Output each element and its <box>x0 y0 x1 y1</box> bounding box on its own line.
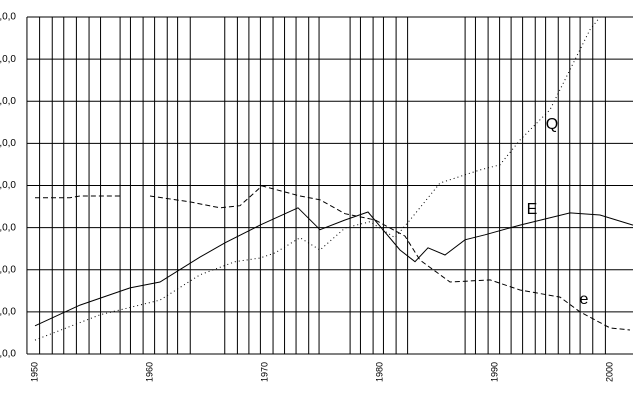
series-line <box>34 207 634 327</box>
series-label: Q <box>546 116 558 133</box>
y-tick-label: ,0,0 <box>0 96 16 107</box>
y-tick-label: ,0,0 <box>0 138 16 149</box>
x-tick-label: 1950 <box>29 362 39 382</box>
y-tick-label: ,0,0 <box>0 12 16 23</box>
x-tick-label: 1980 <box>374 362 384 382</box>
x-tick-label: 1960 <box>144 362 154 382</box>
series-label: e <box>580 291 589 308</box>
y-tick-label: ,0,0 <box>0 54 16 65</box>
series-label: E <box>527 201 538 218</box>
y-tick-label: ,0,0 <box>0 264 16 275</box>
x-tick-label: 1990 <box>489 362 499 382</box>
series-line <box>35 185 631 331</box>
x-tick-label: 2000 <box>604 362 614 382</box>
y-tick-label: ,0,0 <box>0 307 16 318</box>
x-tick-label: 1970 <box>259 362 269 382</box>
y-tick-label: ,0,0 <box>0 180 16 191</box>
y-tick-label: ,0,0 <box>0 349 16 360</box>
series-line <box>34 16 601 341</box>
y-tick-label: ,0,0 <box>0 222 16 233</box>
